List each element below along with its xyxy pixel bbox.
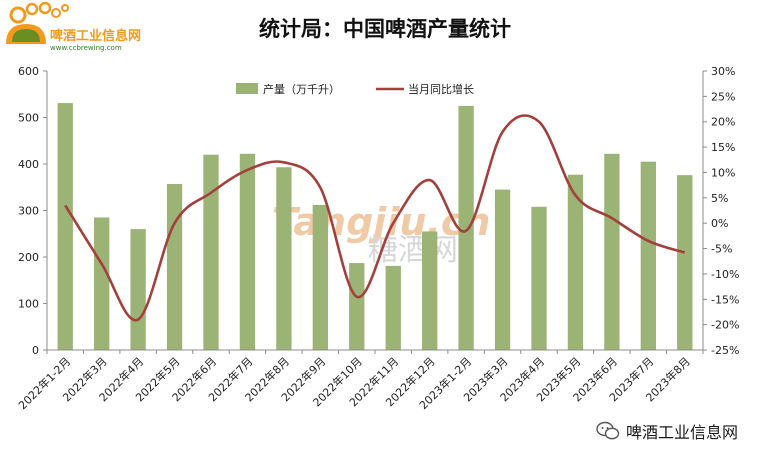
footer-account-name: 啤酒工业信息网 (626, 423, 739, 442)
bar (458, 105, 474, 350)
right-tick-label: -10% (711, 268, 739, 281)
bar (531, 206, 547, 350)
growth-line (64, 114, 686, 322)
logo-foam (12, 29, 40, 42)
logo-ring (38, 1, 52, 15)
right-tick-label: -20% (711, 319, 739, 332)
bar (239, 153, 256, 350)
right-tick-label: 30% (711, 65, 735, 78)
logo-ring (9, 6, 27, 24)
logo-name: 啤酒工业信息网 (50, 28, 141, 44)
left-tick-label: 200 (18, 251, 39, 264)
footer-attribution: 啤酒工业信息网 (596, 418, 766, 444)
legend: 产量（万千升） 当月同比增长 (236, 82, 474, 96)
bar (604, 153, 620, 350)
bar (94, 217, 110, 350)
right-tick-label: 15% (711, 141, 735, 154)
right-tick-label: 5% (711, 192, 728, 205)
bar (567, 174, 584, 350)
left-tick-label: 300 (18, 205, 39, 218)
right-tick-label: -25% (711, 344, 739, 357)
logo-ring (51, 8, 61, 18)
watermark: Tangjiu.cn 糖酒网 (272, 200, 490, 268)
right-tick-label: -15% (711, 293, 739, 306)
brand-logo: 啤酒工业信息网 www.ccbrewing.com (2, 1, 152, 54)
bar (203, 154, 219, 350)
logo-url: www.ccbrewing.com (50, 44, 122, 52)
left-tick-label: 600 (18, 65, 39, 78)
line-series (64, 114, 686, 322)
bar (312, 204, 328, 350)
right-tick-label: 0% (711, 217, 728, 230)
bar (422, 231, 438, 350)
left-tick-label: 400 (18, 158, 39, 171)
bar (385, 265, 401, 350)
right-tick-label: 20% (711, 116, 735, 129)
bar (494, 189, 511, 350)
right-tick-label: -5% (711, 243, 732, 256)
bar (349, 263, 365, 350)
x-tick-label: 2022年1-2月 (15, 354, 73, 412)
logo-ring (61, 4, 69, 12)
legend-swatch-bar (236, 83, 258, 94)
right-tick-label: 25% (711, 90, 735, 103)
bar (166, 183, 183, 350)
legend-label-bar: 产量（万千升） (263, 82, 340, 96)
bar (276, 167, 292, 350)
bar (677, 175, 693, 350)
bar (640, 161, 656, 350)
bar-series (57, 103, 693, 351)
right-tick-label: 10% (711, 166, 735, 179)
bar (57, 103, 73, 351)
left-tick-label: 500 (18, 112, 39, 125)
left-tick-label: 0 (32, 344, 39, 357)
chart-title: 统计局：中国啤酒产量统计 (259, 17, 511, 41)
logo-ring (25, 2, 39, 16)
left-tick-label: 100 (18, 298, 39, 311)
brand-logo-graphic: 啤酒工业信息网 www.ccbrewing.com (6, 1, 141, 52)
legend-label-line: 当月同比增长 (408, 82, 474, 96)
wechat-icon (596, 421, 620, 440)
bar (130, 229, 146, 350)
